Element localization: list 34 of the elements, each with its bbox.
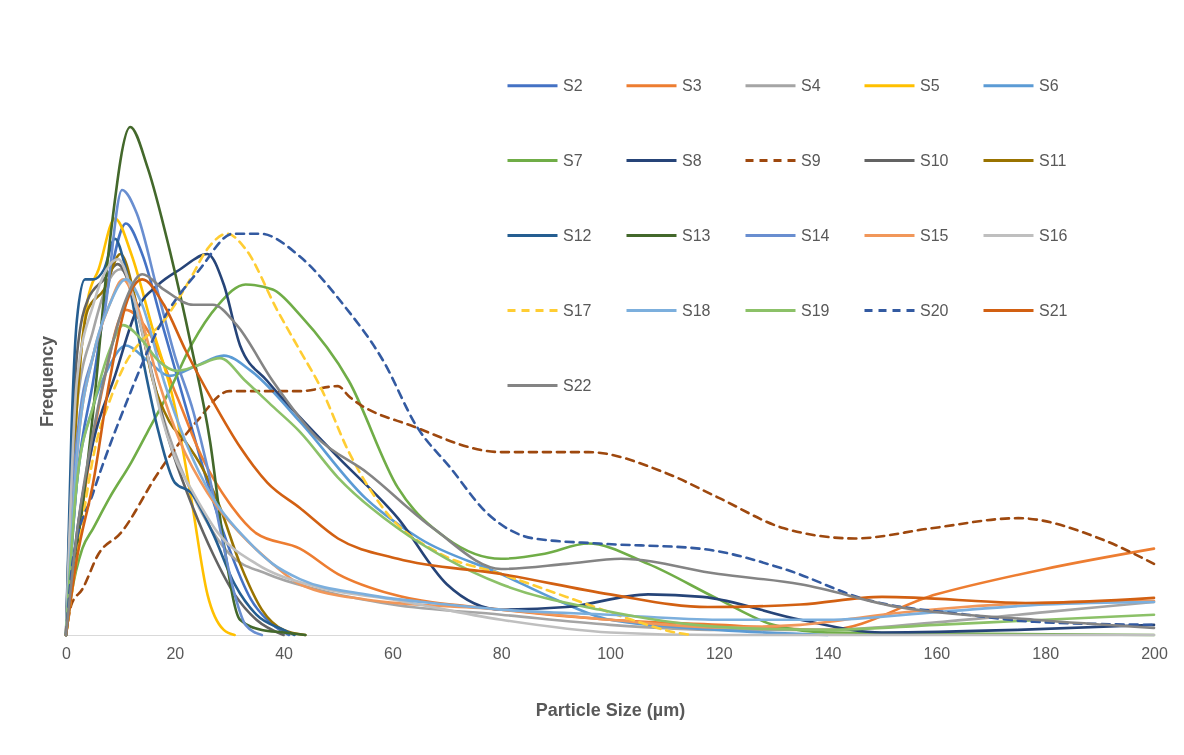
legend-label: S19 (801, 301, 830, 319)
legend-label: S10 (920, 151, 949, 169)
legend-label: S9 (801, 151, 821, 169)
x-tick-label: 100 (597, 644, 624, 662)
x-axis-title: Particle Size (µm) (535, 699, 686, 720)
x-tick-label: 40 (275, 644, 294, 662)
y-axis-title: Frequency (36, 335, 57, 428)
legend-label: S13 (682, 226, 711, 244)
legend-label: S2 (563, 76, 583, 94)
legend-label: S16 (1039, 226, 1068, 244)
x-tick-label: 160 (923, 644, 951, 662)
legend-label: S14 (801, 226, 830, 244)
legend-label: S20 (920, 301, 949, 319)
legend-label: S21 (1039, 301, 1068, 319)
x-tick-label: 180 (1032, 644, 1060, 662)
x-tick-label: 0 (62, 644, 72, 662)
x-tick-label: 60 (384, 644, 402, 662)
legend-label: S12 (563, 226, 592, 244)
legend-label: S6 (1039, 76, 1059, 94)
legend-label: S18 (682, 301, 711, 319)
legend-label: S5 (920, 76, 940, 94)
legend-label: S17 (563, 301, 592, 319)
legend-label: S3 (682, 76, 702, 94)
x-tick-label: 140 (814, 644, 842, 662)
x-tick-label: 120 (705, 644, 733, 662)
legend-label: S15 (920, 226, 949, 244)
legend-label: S7 (563, 151, 583, 169)
legend-label: S22 (563, 376, 592, 394)
x-tick-label: 200 (1141, 644, 1168, 662)
legend-label: S11 (1039, 151, 1067, 169)
legend-label: S4 (801, 76, 821, 94)
x-tick-label: 20 (166, 644, 185, 662)
x-tick-label: 80 (492, 644, 511, 662)
legend-label: S8 (682, 151, 702, 169)
